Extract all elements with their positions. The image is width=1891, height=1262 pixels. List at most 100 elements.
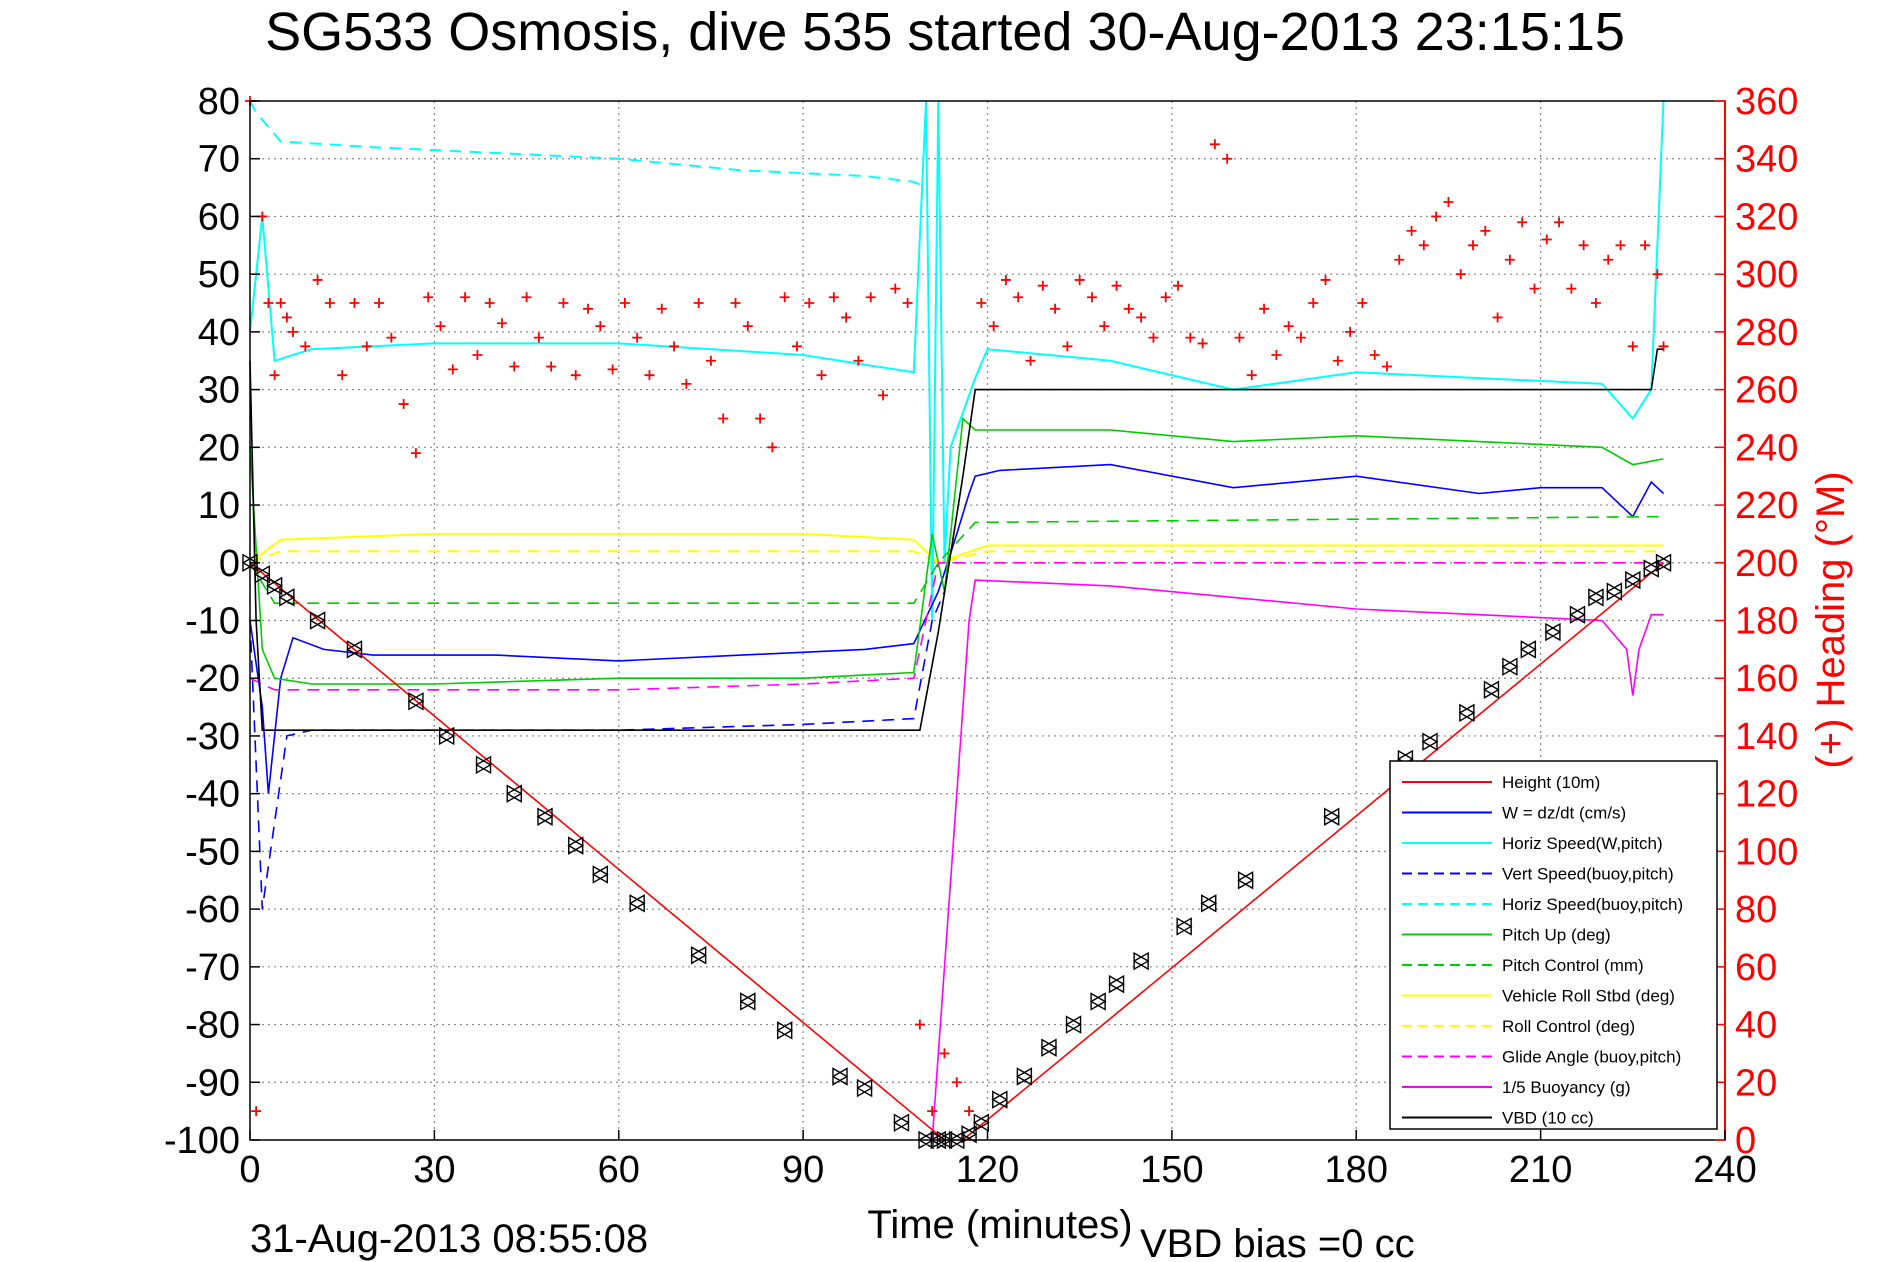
- right-tick-label: 40: [1735, 1005, 1777, 1047]
- profile-marker: [831, 1067, 849, 1086]
- heading-point: [521, 292, 532, 303]
- heading-point: [1566, 283, 1577, 294]
- profile-marker: [567, 836, 585, 855]
- heading-point: [275, 298, 286, 309]
- profile-marker: [1108, 974, 1125, 994]
- profile-marker: [1421, 732, 1439, 751]
- profile-marker: [1642, 559, 1660, 578]
- right-tick-label: 320: [1735, 196, 1798, 238]
- heading-point: [1222, 153, 1233, 164]
- profile-marker: [856, 1078, 873, 1098]
- heading-point: [841, 312, 852, 323]
- heading-point: [693, 298, 704, 309]
- profile-marker: [893, 1113, 910, 1132]
- legend-items: Height (10m) W = dz/dt (cm/s) Horiz Speed(…: [1402, 773, 1683, 1128]
- x-tick-label: 240: [1693, 1149, 1756, 1191]
- heading-point: [361, 341, 372, 352]
- legend-box: [1389, 760, 1718, 1130]
- heading-point: [1443, 197, 1454, 208]
- profile-marker: [1458, 703, 1476, 723]
- profile-marker: [972, 1113, 990, 1132]
- heading-point: [558, 298, 569, 309]
- heading-point: [1086, 292, 1097, 303]
- legend-label: Glide Angle (buoy,pitch): [1502, 1048, 1681, 1067]
- heading-point: [951, 1077, 962, 1088]
- heading-point: [337, 370, 348, 381]
- heading-point: [1529, 283, 1540, 294]
- legend-label: Vert Speed(buoy,pitch): [1502, 865, 1674, 884]
- profile-marker: [628, 894, 646, 913]
- right-tick-label: 360: [1735, 81, 1798, 123]
- legend-label: VBD (10 cc): [1502, 1109, 1594, 1128]
- heading-point: [1431, 211, 1442, 222]
- profile-marker: [1200, 894, 1218, 913]
- heading-point: [570, 370, 581, 381]
- right-axis-label: (+) Heading (°M): [1809, 471, 1853, 768]
- heading-point: [804, 298, 815, 309]
- profile-marker: [475, 755, 492, 775]
- heading-point: [1455, 269, 1466, 280]
- profile-marker: [1569, 605, 1586, 624]
- heading-point: [1283, 321, 1294, 332]
- heading-point: [939, 1048, 950, 1059]
- profile-marker: [1132, 951, 1150, 971]
- profile-marker: [739, 992, 757, 1011]
- heading-point: [300, 341, 311, 352]
- profile-marker: [407, 692, 425, 711]
- y-tick-label: -50: [185, 831, 240, 873]
- legend-label: Horiz Speed(buoy,pitch): [1502, 895, 1683, 914]
- heading-point: [1111, 280, 1122, 291]
- heading-point: [312, 274, 323, 285]
- heading-point: [890, 283, 901, 294]
- heading-point: [1332, 355, 1343, 366]
- y-tick-label: 60: [198, 196, 240, 238]
- heading-point: [718, 413, 729, 424]
- legend-label: W = dz/dt (cm/s): [1502, 804, 1626, 823]
- profile-marker: [1544, 622, 1562, 642]
- profile-marker: [1175, 917, 1193, 936]
- heading-point: [533, 332, 544, 343]
- legend-label: Height (10m): [1502, 773, 1600, 792]
- heading-point: [423, 292, 434, 303]
- y-tick-label: 80: [198, 81, 240, 123]
- y-tick-label: 10: [198, 485, 240, 527]
- profile-marker: [1624, 570, 1642, 590]
- y-tick-label: -90: [185, 1062, 240, 1104]
- heading-point: [914, 1019, 925, 1030]
- profile-marker: [1655, 553, 1672, 572]
- profile-marker: [1015, 1067, 1033, 1086]
- heading-point: [263, 298, 274, 309]
- heading-point: [767, 442, 778, 453]
- heading-point: [1185, 332, 1196, 343]
- right-tick-label: 0: [1735, 1120, 1756, 1162]
- profile-marker: [266, 576, 283, 596]
- y-tick-label: -80: [185, 1005, 240, 1047]
- profile-marker: [1237, 871, 1255, 890]
- heading-point: [1320, 274, 1331, 285]
- heading-point: [927, 1106, 938, 1117]
- heading-point: [1234, 332, 1245, 343]
- heading-point: [1357, 298, 1368, 309]
- profile-marker: [309, 611, 327, 630]
- heading-point: [1381, 361, 1392, 372]
- heading-point: [1209, 139, 1220, 150]
- heading-point: [251, 1106, 262, 1117]
- x-tick-label: 60: [598, 1149, 640, 1191]
- heading-point: [878, 390, 889, 401]
- heading-point: [1099, 321, 1110, 332]
- heading-point: [853, 355, 864, 366]
- y-tick-label: 0: [219, 543, 240, 585]
- heading-point: [656, 303, 667, 314]
- series-line: [249, 515, 1664, 605]
- profile-marker: [1605, 582, 1623, 601]
- y-tick-label: -70: [185, 947, 240, 989]
- x-tick-label: 30: [413, 1149, 455, 1191]
- profile-marker: [1089, 992, 1107, 1011]
- y-tick-label: 20: [198, 427, 240, 469]
- legend-label: Vehicle Roll Stbd (deg): [1502, 987, 1675, 1006]
- heading-point: [398, 399, 409, 410]
- heading-point: [447, 364, 458, 375]
- heading-point: [410, 448, 421, 459]
- y-tick-label: -100: [164, 1120, 240, 1162]
